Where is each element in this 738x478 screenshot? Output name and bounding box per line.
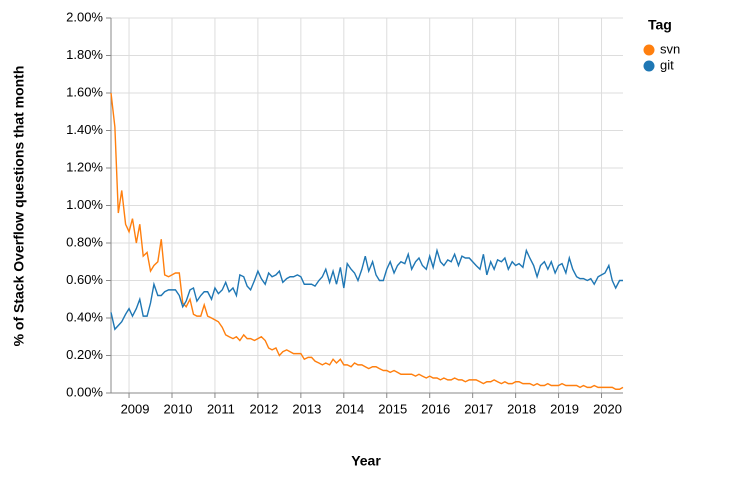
x-tick-label: 2009 — [121, 401, 150, 416]
legend-swatch — [643, 60, 655, 72]
y-tick-label: 1.80% — [66, 47, 103, 62]
y-tick-label: 0.40% — [66, 309, 103, 324]
x-axis-title: Year — [351, 453, 381, 469]
y-tick-label: 0.60% — [66, 272, 103, 287]
x-tick-label: 2014 — [335, 401, 364, 416]
legend-swatch — [643, 44, 655, 56]
y-tick-label: 1.60% — [66, 84, 103, 99]
x-tick-label: 2011 — [207, 401, 235, 416]
x-tick-label: 2012 — [249, 401, 278, 416]
y-tick-label: 1.00% — [66, 197, 103, 212]
y-axis-title: % of Stack Overflow questions that month — [11, 66, 27, 347]
line-series — [110, 247, 623, 331]
x-tick-label: 2016 — [421, 401, 450, 416]
y-tick-label: 2.00% — [66, 9, 103, 24]
y-tick-label: 1.40% — [66, 122, 103, 137]
y-tick-label: 1.20% — [66, 159, 103, 174]
x-tick-label: 2015 — [378, 401, 407, 416]
x-tick-label: 2018 — [507, 401, 536, 416]
y-tick-label: 0.00% — [66, 384, 103, 399]
line-series — [110, 92, 624, 390]
x-tick-label: 2017 — [464, 401, 493, 416]
legend-label: git — [660, 57, 674, 72]
legend-label: svn — [660, 41, 680, 56]
x-tick-label: 2020 — [593, 401, 622, 416]
x-tick-label: 2013 — [292, 401, 321, 416]
legend-title: Tag — [648, 17, 672, 33]
y-tick-label: 0.80% — [66, 234, 103, 249]
x-tick-label: 2010 — [164, 401, 193, 416]
y-tick-label: 0.20% — [66, 347, 103, 362]
x-tick-label: 2019 — [550, 401, 579, 416]
